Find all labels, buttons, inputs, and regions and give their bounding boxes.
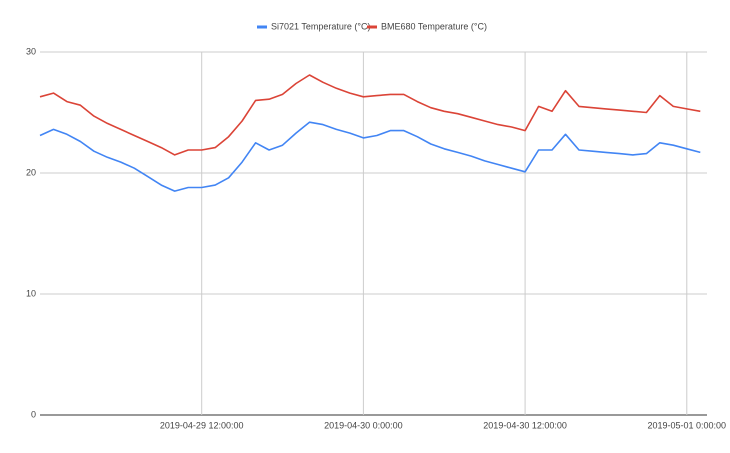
legend-label: Si7021 Temperature (°C) <box>271 21 370 31</box>
x-tick-label: 2019-04-30 0:00:00 <box>324 420 403 430</box>
x-tick-label: 2019-04-30 12:00:00 <box>483 420 567 430</box>
y-tick-label: 0 <box>31 409 36 419</box>
data-line <box>39 74 701 156</box>
y-tick-label: 10 <box>26 288 36 298</box>
y-tick-label: 20 <box>26 167 36 177</box>
x-tick-label: 2019-04-29 12:00:00 <box>160 420 244 430</box>
data-line <box>39 121 701 192</box>
y-tick-label: 30 <box>26 46 36 56</box>
legend-label: BME680 Temperature (°C) <box>381 21 487 31</box>
x-tick-label: 2019-05-01 0:00:00 <box>647 420 726 430</box>
